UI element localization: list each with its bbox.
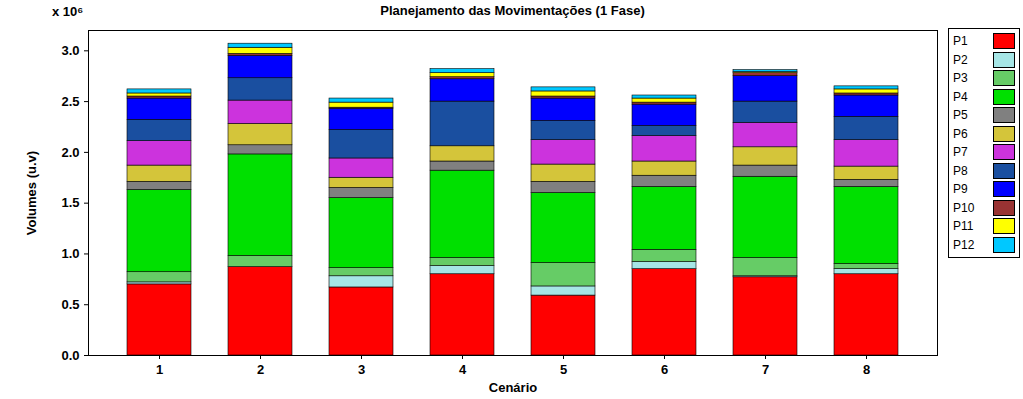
html-text:P3: P3 bbox=[953, 71, 968, 86]
svg-text:3.0: 3.0 bbox=[61, 43, 79, 58]
html-text:P5: P5 bbox=[953, 108, 968, 123]
html-text:P2: P2 bbox=[953, 52, 968, 67]
html-text:P1: P1 bbox=[953, 34, 968, 49]
html-text:P7: P7 bbox=[953, 145, 968, 160]
svg-text:Cenário: Cenário bbox=[489, 380, 537, 395]
html-text:P9: P9 bbox=[953, 182, 968, 197]
svg-text:7: 7 bbox=[762, 362, 769, 377]
html-text:P12: P12 bbox=[953, 237, 975, 252]
svg-text:1: 1 bbox=[156, 362, 163, 377]
svg-text:1.5: 1.5 bbox=[61, 195, 79, 210]
svg-text:8: 8 bbox=[863, 362, 870, 377]
html-text:P4: P4 bbox=[953, 89, 968, 104]
svg-text:0.5: 0.5 bbox=[61, 297, 79, 312]
svg-text:2.0: 2.0 bbox=[61, 145, 79, 160]
svg-text:4: 4 bbox=[459, 362, 467, 377]
svg-text:1.0: 1.0 bbox=[61, 246, 79, 261]
html-text:P10: P10 bbox=[953, 200, 975, 215]
svg-text:2: 2 bbox=[257, 362, 264, 377]
html-text:P11: P11 bbox=[953, 219, 974, 234]
html-text:P6: P6 bbox=[953, 126, 968, 141]
html-text:Planejamento das Movimentações: Planejamento das Movimentações (1 Fase) bbox=[380, 3, 645, 18]
svg-text:Volumes (u.v): Volumes (u.v) bbox=[24, 151, 39, 235]
html-text:x 10⁶: x 10⁶ bbox=[52, 4, 84, 19]
html-text:P8: P8 bbox=[953, 163, 968, 178]
svg-text:3: 3 bbox=[358, 362, 365, 377]
svg-text:0.0: 0.0 bbox=[61, 348, 79, 363]
svg-text:6: 6 bbox=[661, 362, 668, 377]
svg-text:5: 5 bbox=[560, 362, 567, 377]
svg-text:2.5: 2.5 bbox=[61, 94, 79, 109]
